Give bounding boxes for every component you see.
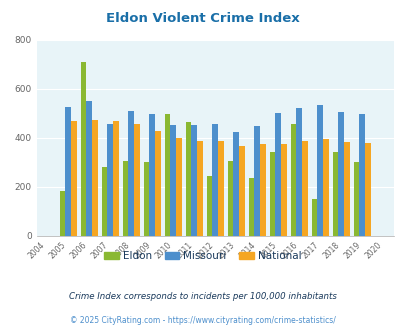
Bar [107, 124, 113, 236]
Bar [92, 119, 97, 236]
Bar [227, 161, 233, 236]
Bar [322, 139, 328, 236]
Bar [86, 101, 92, 236]
Bar [71, 121, 77, 236]
Bar [254, 126, 260, 236]
Bar [143, 162, 149, 236]
Bar [113, 120, 118, 236]
Bar [164, 115, 170, 236]
Text: © 2025 CityRating.com - https://www.cityrating.com/crime-statistics/: © 2025 CityRating.com - https://www.city… [70, 316, 335, 325]
Bar [358, 114, 364, 236]
Bar [65, 107, 71, 236]
Bar [128, 111, 134, 236]
Bar [80, 62, 86, 236]
Bar [155, 131, 160, 236]
Bar [239, 146, 244, 236]
Bar [170, 125, 175, 236]
Bar [196, 141, 202, 236]
Bar [353, 162, 358, 236]
Bar [60, 191, 65, 236]
Bar [317, 105, 322, 236]
Bar [332, 151, 338, 236]
Bar [206, 176, 212, 236]
Bar [212, 124, 217, 236]
Bar [301, 141, 307, 236]
Bar [260, 144, 265, 236]
Bar [338, 112, 343, 236]
Text: Eldon Violent Crime Index: Eldon Violent Crime Index [106, 12, 299, 24]
Bar [343, 142, 349, 236]
Bar [101, 167, 107, 236]
Bar [233, 132, 239, 236]
Bar [149, 114, 155, 236]
Bar [290, 124, 296, 236]
Bar [364, 143, 370, 236]
Legend: Eldon, Missouri, National: Eldon, Missouri, National [100, 247, 305, 265]
Bar [185, 122, 191, 236]
Bar [296, 108, 301, 236]
Bar [134, 124, 139, 236]
Text: Crime Index corresponds to incidents per 100,000 inhabitants: Crime Index corresponds to incidents per… [69, 292, 336, 301]
Bar [280, 145, 286, 236]
Bar [269, 152, 275, 236]
Bar [311, 199, 317, 236]
Bar [122, 161, 128, 236]
Bar [248, 178, 254, 236]
Bar [191, 125, 196, 236]
Bar [175, 138, 181, 236]
Bar [217, 141, 223, 236]
Bar [275, 113, 280, 236]
